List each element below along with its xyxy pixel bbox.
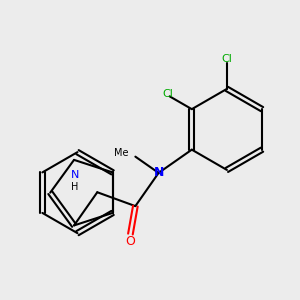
Text: N: N (70, 170, 79, 180)
Text: Me: Me (115, 148, 129, 158)
Text: O: O (125, 235, 135, 248)
Text: N: N (153, 167, 164, 179)
Text: H: H (71, 182, 78, 191)
Text: Cl: Cl (163, 89, 173, 99)
Text: Cl: Cl (221, 54, 232, 64)
